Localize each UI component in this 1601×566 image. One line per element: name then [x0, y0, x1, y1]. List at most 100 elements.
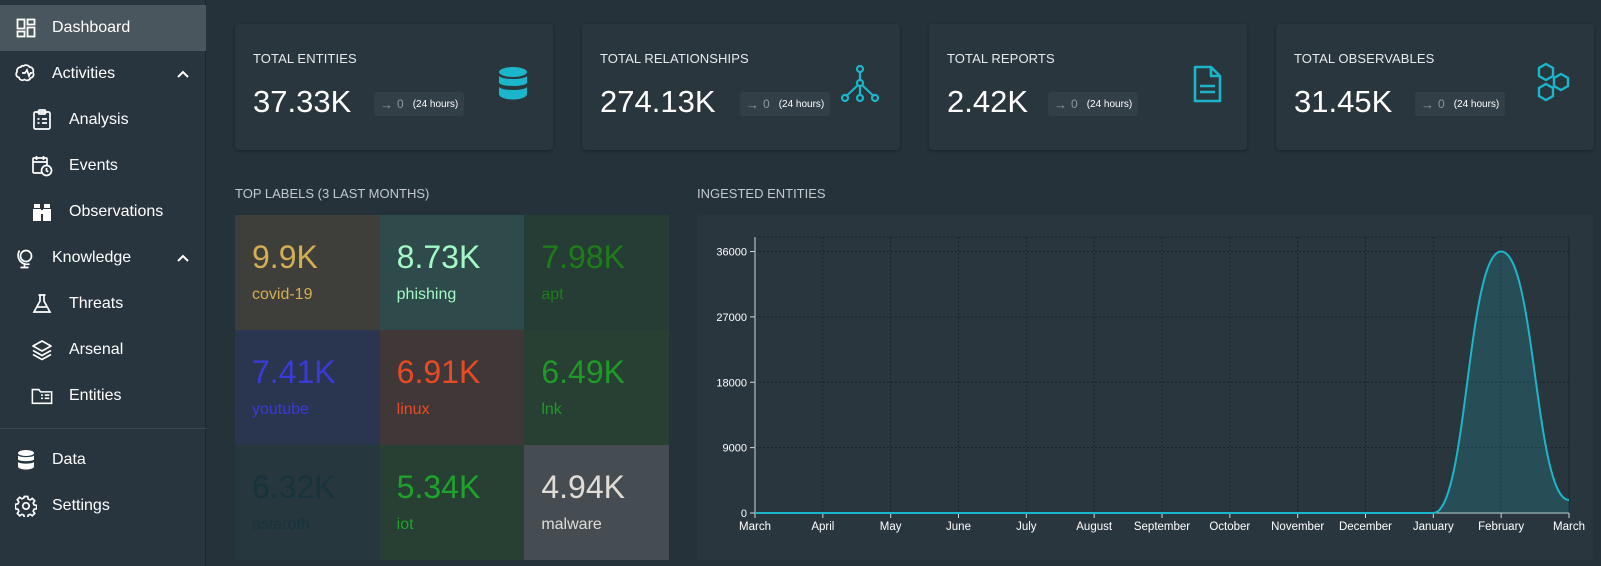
label-tile[interactable]: 7.98K apt: [524, 215, 670, 330]
label-tile[interactable]: 8.73K phishing: [379, 215, 525, 330]
label-count: 4.94K: [541, 469, 625, 505]
card-value: 31.45K: [1294, 84, 1393, 119]
label-name: lnk: [541, 401, 562, 418]
sidebar-item-observations[interactable]: Observations: [0, 189, 206, 235]
label-name: apt: [541, 286, 564, 303]
area-fill: [755, 251, 1569, 514]
label-name: youtube: [252, 401, 309, 418]
dashboard-icon: [15, 17, 37, 39]
knowledge-icon: [15, 247, 37, 269]
card-value: 274.13K: [600, 84, 716, 119]
sidebar-item-label: Knowledge: [52, 249, 132, 266]
sidebar-divider: [0, 428, 206, 429]
x-tick-label: August: [1076, 521, 1113, 533]
sidebar-item-label: Analysis: [69, 111, 129, 128]
sidebar-item-settings[interactable]: Settings: [0, 483, 206, 529]
label-tile[interactable]: 4.94K malware: [524, 445, 670, 560]
arsenal-icon: [31, 339, 53, 361]
sidebar-item-label: Threats: [69, 295, 124, 312]
sidebar-item-threats[interactable]: Threats: [0, 281, 206, 327]
arrow-right-icon: →: [746, 96, 759, 112]
sidebar-item-data[interactable]: Data: [0, 437, 206, 483]
label-name: linux: [396, 401, 430, 418]
x-tick-label: January: [1413, 521, 1454, 533]
sidebar-item-label: Entities: [69, 387, 122, 404]
sidebar-item-arsenal[interactable]: Arsenal: [0, 327, 206, 373]
change-badge: → 0 (24 hours): [1415, 92, 1506, 116]
y-tick-label: 9000: [723, 443, 747, 455]
label-name: malware: [541, 516, 602, 533]
card-title: TOTAL ENTITIES: [253, 51, 357, 66]
database-icon: [499, 67, 527, 100]
sidebar-item-dashboard[interactable]: Dashboard: [0, 5, 206, 51]
sidebar-item-label: Observations: [69, 203, 164, 220]
settings-icon: [15, 495, 37, 517]
label-count: 6.91K: [396, 354, 481, 390]
change-badge: → 0 (24 hours): [374, 92, 465, 116]
card-title: TOTAL REPORTS: [947, 51, 1055, 66]
y-tick-label: 18000: [716, 377, 747, 389]
label-name: phishing: [396, 286, 457, 303]
arrow-right-icon: →: [380, 96, 393, 112]
label-tile[interactable]: 6.49K lnk: [524, 330, 670, 445]
observations-icon: [31, 201, 53, 223]
events-icon: [31, 155, 53, 177]
ingested-entities-chart: 0 9000 18000 27000 36000 March April May June Jul…: [697, 215, 1593, 560]
data-icon: [15, 449, 37, 471]
label-name: covid-19: [252, 286, 313, 303]
entities-icon: [31, 385, 53, 407]
card-value: 2.42K: [947, 84, 1029, 119]
top-labels-title: TOP LABELS (3 LAST MONTHS): [235, 186, 430, 201]
sidebar-item-label: Activities: [52, 65, 116, 82]
label-tile[interactable]: 6.32K astaroth: [235, 445, 381, 560]
x-tick-label: December: [1339, 521, 1392, 533]
activities-icon: [15, 63, 37, 85]
x-tick-label: September: [1134, 521, 1190, 533]
label-tile[interactable]: 5.34K iot: [379, 445, 525, 560]
y-tick-label: 27000: [716, 312, 747, 324]
sidebar-item-label: Events: [69, 157, 118, 174]
y-tick-label: 0: [741, 508, 747, 520]
change-badge: → 0 (24 hours): [1048, 92, 1139, 116]
card-total-entities: TOTAL ENTITIES 37.33K → 0 (24 hours): [235, 24, 553, 150]
label-count: 8.73K: [396, 239, 481, 275]
sidebar-item-entities[interactable]: Entities: [0, 373, 206, 419]
graph-icon: [840, 64, 880, 103]
card-total-reports: TOTAL REPORTS 2.42K → 0 (24 hours): [929, 24, 1247, 150]
x-tick-label: June: [946, 521, 971, 533]
chevron-up-icon[interactable]: [176, 251, 190, 265]
report-icon: [1193, 65, 1222, 103]
y-tick-label: 36000: [716, 247, 747, 259]
label-count: 6.49K: [541, 354, 625, 390]
label-count: 9.9K: [252, 239, 318, 275]
x-tick-label: May: [880, 521, 902, 533]
x-tick-label: March: [1553, 521, 1585, 533]
card-total-relationships: TOTAL RELATIONSHIPS 274.13K → 0 (24 hour…: [582, 24, 900, 150]
arrow-right-icon: →: [1421, 96, 1434, 112]
sidebar: Dashboard Activities Analysis Events Obs…: [0, 0, 206, 566]
series-line: [755, 250, 1570, 514]
label-count: 5.34K: [396, 469, 481, 505]
sidebar-item-label: Settings: [52, 497, 110, 514]
x-tick-label: March: [739, 521, 771, 533]
ingested-entities-title: INGESTED ENTITIES: [697, 186, 826, 201]
card-value: 37.33K: [253, 84, 352, 119]
sidebar-item-analysis[interactable]: Analysis: [0, 97, 206, 143]
sidebar-item-activities[interactable]: Activities: [0, 51, 206, 97]
sidebar-item-label: Dashboard: [52, 19, 131, 36]
analysis-icon: [31, 109, 53, 131]
card-title: TOTAL RELATIONSHIPS: [600, 51, 749, 66]
x-tick-label: April: [811, 521, 834, 533]
label-tile[interactable]: 7.41K youtube: [235, 330, 381, 445]
label-count: 7.98K: [541, 239, 625, 275]
label-count: 6.32K: [252, 469, 336, 505]
sidebar-item-knowledge[interactable]: Knowledge: [0, 235, 206, 281]
label-name: astaroth: [252, 516, 310, 533]
arrow-right-icon: →: [1054, 96, 1067, 112]
hexagons-icon: [1537, 62, 1570, 102]
sidebar-item-events[interactable]: Events: [0, 143, 206, 189]
label-tile[interactable]: 6.91K linux: [379, 330, 525, 445]
chevron-up-icon[interactable]: [176, 67, 190, 81]
label-tile[interactable]: 9.9K covid-19: [235, 215, 381, 330]
x-tick-label: October: [1209, 521, 1250, 533]
